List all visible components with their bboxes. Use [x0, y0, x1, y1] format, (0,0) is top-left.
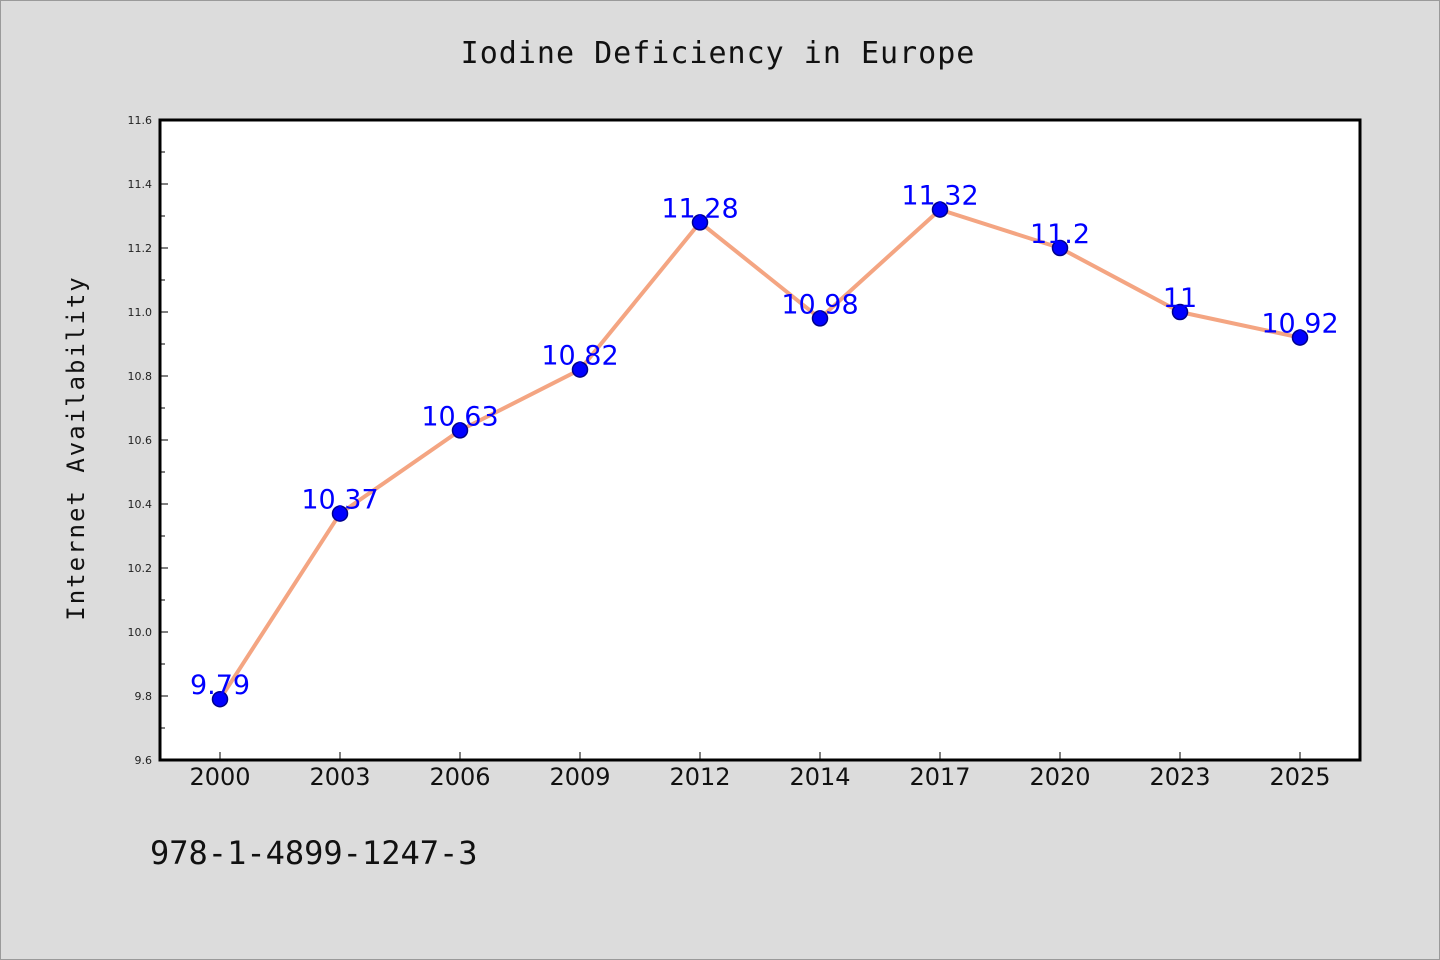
- x-tick-label: 2003: [309, 763, 370, 791]
- y-tick-label: 9.6: [135, 754, 153, 767]
- y-tick-label: 11.4: [128, 178, 153, 191]
- data-label: 10.92: [1261, 309, 1338, 340]
- y-tick-label: 9.8: [135, 690, 153, 703]
- data-labels: 9.79 10.37 10.63 10.82 11.28 10.98 11.32 11.2 11…: [190, 181, 1339, 702]
- x-tick-label: 2009: [549, 763, 610, 791]
- data-label: 10.37: [301, 485, 378, 516]
- x-axis: 2000 2003 2006 2009 2012 2014 2017 2020 2023 2025: [189, 752, 1331, 791]
- y-tick-label: 11.6: [128, 114, 153, 127]
- x-tick-label: 2012: [669, 763, 730, 791]
- data-point: [571, 361, 589, 378]
- data-point: [331, 505, 349, 522]
- chart-title: Iodine Deficiency in Europe: [461, 36, 976, 71]
- series-group: [211, 201, 1309, 708]
- y-axis-label: Internet Availability: [62, 275, 90, 620]
- x-tick-label: 2023: [1149, 763, 1210, 791]
- data-point: [1291, 329, 1309, 346]
- data-point: [1171, 303, 1189, 321]
- x-tick-label: 2014: [789, 763, 850, 791]
- y-axis: 9.6 9.8 10.0 10.2 10.4 10.6 10.8 11.0 11.2 11.4 11…: [128, 114, 168, 767]
- footer-isbn: 978-1-4899-1247-3: [150, 834, 478, 872]
- data-label: 11: [1163, 283, 1197, 314]
- y-tick-label: 11.0: [128, 306, 153, 319]
- y-tick-label: 10.6: [128, 434, 153, 447]
- data-point: [211, 690, 229, 708]
- data-label: 10.98: [781, 289, 858, 320]
- data-label: 11.32: [901, 181, 978, 212]
- data-label: 10.63: [421, 401, 498, 432]
- x-tick-label: 2017: [909, 763, 970, 791]
- data-point: [691, 214, 709, 231]
- data-point: [811, 310, 829, 327]
- y-tick-label: 11.2: [128, 242, 153, 255]
- data-point: [451, 422, 469, 439]
- y-tick-label: 10.0: [128, 626, 153, 639]
- x-tick-label: 2020: [1029, 763, 1090, 791]
- data-point: [1051, 239, 1069, 257]
- data-label: 10.82: [541, 341, 618, 372]
- y-tick-label: 10.8: [128, 370, 153, 383]
- data-point: [931, 201, 949, 218]
- y-tick-label: 10.4: [128, 498, 153, 511]
- data-label: 11.28: [661, 193, 738, 224]
- data-label: 9.79: [190, 670, 250, 701]
- series-line: [218, 207, 1302, 702]
- data-label: 11.2: [1030, 219, 1090, 250]
- plot-area: [158, 118, 1362, 762]
- x-tick-label: 2000: [189, 763, 250, 791]
- y-tick-label: 10.2: [128, 562, 153, 575]
- x-tick-label: 2025: [1269, 763, 1330, 791]
- x-tick-label: 2006: [429, 763, 490, 791]
